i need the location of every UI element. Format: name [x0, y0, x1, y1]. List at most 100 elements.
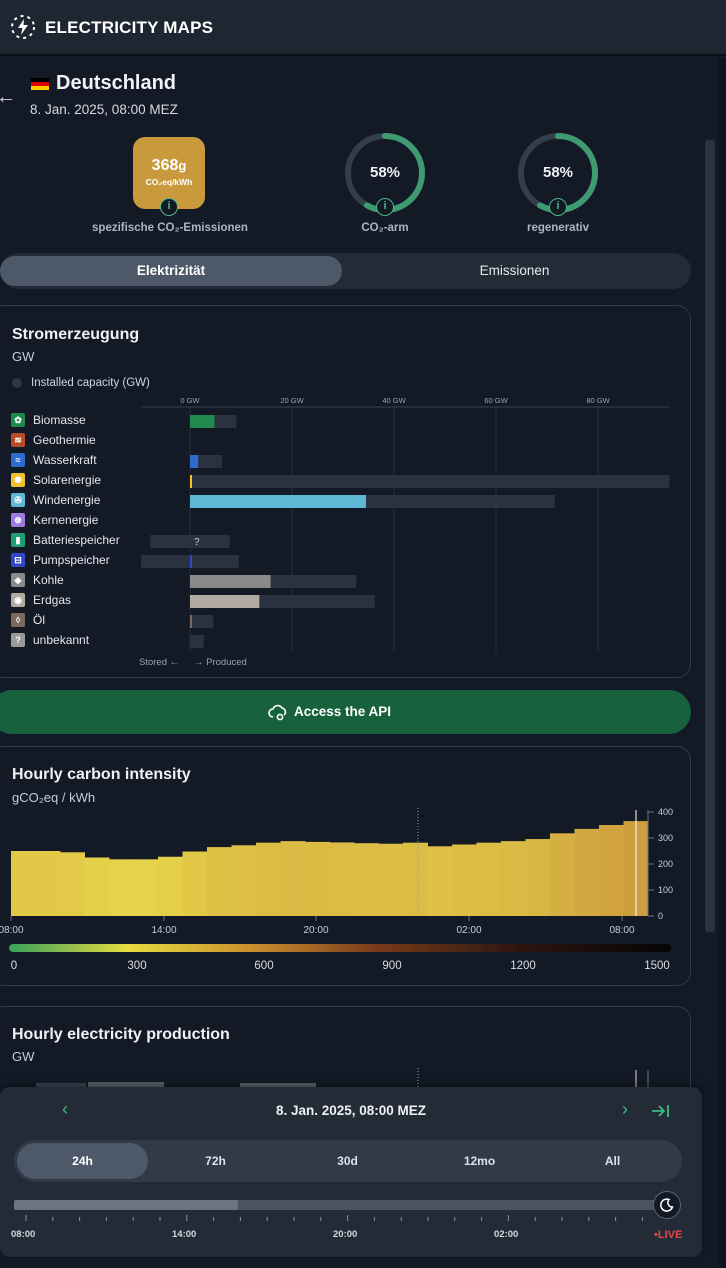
axis-tick-label: 40 GW [382, 396, 406, 405]
card-title: Hourly carbon intensity [12, 766, 191, 783]
intensity-bar[interactable] [207, 847, 232, 916]
gas-icon: ◉ [11, 593, 25, 607]
panel-scrollbar[interactable] [705, 140, 715, 932]
range-12mo-button[interactable]: 12mo [463, 1154, 496, 1168]
range-30d-button[interactable]: 30d [337, 1154, 358, 1168]
info-icon[interactable]: i [376, 198, 394, 216]
brand-name[interactable]: ELECTRICITY MAPS [45, 18, 214, 37]
wind-icon: ✇ [11, 493, 25, 507]
range-24h-button[interactable]: 24h [17, 1143, 148, 1179]
source-label: Wasserkraft [33, 453, 97, 467]
range-72h-button[interactable]: 72h [205, 1154, 226, 1168]
production-history-preview [36, 1068, 649, 1088]
color-scale-label: 300 [127, 960, 146, 972]
pump-icon: ⊟ [11, 553, 25, 567]
production-bar[interactable] [190, 555, 192, 568]
intensity-bar[interactable] [525, 839, 551, 916]
water-icon: ≈ [11, 453, 25, 467]
capacity-bar [190, 475, 670, 488]
atom-icon: ⊛ [11, 513, 25, 527]
tab-electricity[interactable]: Elektrizität [0, 256, 342, 286]
intensity-bar[interactable] [427, 846, 453, 916]
card-unit: GW [12, 1049, 35, 1064]
time-controller: ‹ 8. Jan. 2025, 08:00 MEZ › 24h 72h 30d … [0, 1087, 702, 1257]
source-label: Kohle [33, 573, 64, 587]
intensity-bar[interactable] [158, 856, 183, 916]
intensity-bar[interactable] [550, 833, 575, 916]
intensity-bar[interactable] [182, 851, 208, 916]
source-label: Öl [33, 613, 45, 627]
intensity-bar[interactable] [109, 859, 134, 916]
intensity-bar[interactable] [84, 857, 110, 917]
intensity-bar[interactable] [280, 841, 306, 916]
intensity-bar[interactable] [60, 852, 85, 916]
intensity-bar[interactable] [231, 845, 257, 916]
oil-icon: ◊ [11, 613, 25, 627]
low-carbon-value: 58% [369, 164, 401, 181]
color-scale-label: 900 [382, 960, 401, 972]
back-arrow-icon[interactable]: ← [0, 86, 16, 108]
info-icon[interactable]: i [160, 198, 178, 216]
intensity-bar[interactable] [452, 844, 477, 917]
production-bar[interactable] [190, 455, 199, 468]
intensity-bar[interactable] [476, 842, 502, 916]
capacity-legend-label[interactable]: Installed capacity (GW) [31, 377, 150, 389]
source-label: Biomasse [33, 413, 86, 427]
sun-icon: ✺ [11, 473, 25, 487]
source-label: Kernenergie [33, 513, 99, 527]
y-tick-label: 100 [658, 885, 673, 895]
intensity-bar[interactable] [35, 851, 61, 916]
capacity-bar [190, 635, 204, 648]
card-title: Stromerzeugung [12, 326, 140, 343]
data-type-toggle: Elektrizität Emissionen [0, 253, 691, 289]
source-label: Batteriespeicher [33, 533, 120, 547]
chevron-left-icon[interactable]: ‹ [62, 1099, 68, 1119]
country-title: Deutschland [56, 72, 177, 94]
production-bar[interactable] [190, 595, 260, 608]
intensity-bar[interactable] [133, 859, 159, 916]
source-label: Geothermie [33, 433, 96, 447]
intensity-bar[interactable] [501, 841, 526, 916]
access-api-button[interactable]: Access the API [0, 690, 691, 734]
renewable-label: regenerativ [526, 222, 589, 234]
geothermal-icon: ≋ [11, 433, 25, 447]
intensity-bar[interactable] [329, 842, 355, 916]
chevron-right-icon[interactable]: › [622, 1099, 628, 1119]
renewable-value: 58% [542, 164, 574, 181]
coal-icon: ◈ [11, 573, 25, 587]
low-carbon-label: CO₂-arm [361, 222, 409, 234]
production-bar[interactable] [190, 495, 366, 508]
carbon-intensity-chart: 400 300 200 100 0 08:00 14:00 20:00 02:00 08:00 0 3… [0, 807, 673, 972]
battery-icon: ▮ [11, 533, 25, 547]
intensity-bar[interactable] [403, 842, 428, 916]
production-bar[interactable] [190, 575, 271, 588]
x-tick-label: 08:00 [0, 925, 24, 936]
capacity-bar [190, 535, 230, 548]
production-bar[interactable] [190, 615, 192, 628]
info-icon[interactable]: i [549, 198, 567, 216]
color-scale-bar [9, 944, 671, 952]
intensity-bar[interactable] [305, 841, 330, 916]
production-bar[interactable] [190, 475, 192, 488]
jump-to-latest-icon[interactable] [650, 1103, 670, 1119]
y-tick-label: 0 [658, 911, 663, 921]
time-slider[interactable] [14, 1200, 666, 1210]
produced-label: → Produced [194, 657, 247, 668]
source-label: Erdgas [33, 593, 72, 607]
color-scale-label: 1200 [510, 960, 536, 972]
production-bar-chart: 0 GW 20 GW 40 GW 60 GW 80 GW? [141, 396, 670, 652]
intensity-bar[interactable] [599, 825, 624, 916]
time-slider-handle[interactable] [653, 1191, 681, 1219]
production-bar[interactable] [190, 415, 215, 428]
intensity-bar[interactable] [574, 828, 600, 916]
card-unit: GW [12, 349, 35, 364]
intensity-bar[interactable] [256, 842, 281, 916]
intensity-bar[interactable] [378, 843, 404, 916]
range-all-button[interactable]: All [604, 1154, 621, 1168]
intensity-bar[interactable] [11, 851, 36, 916]
intensity-bar[interactable] [354, 843, 379, 916]
access-api-label: Access the API [294, 704, 392, 719]
source-label: Windenergie [33, 493, 101, 507]
source-label: Pumpspeicher [33, 553, 110, 567]
tab-emissions[interactable]: Emissionen [479, 263, 550, 278]
